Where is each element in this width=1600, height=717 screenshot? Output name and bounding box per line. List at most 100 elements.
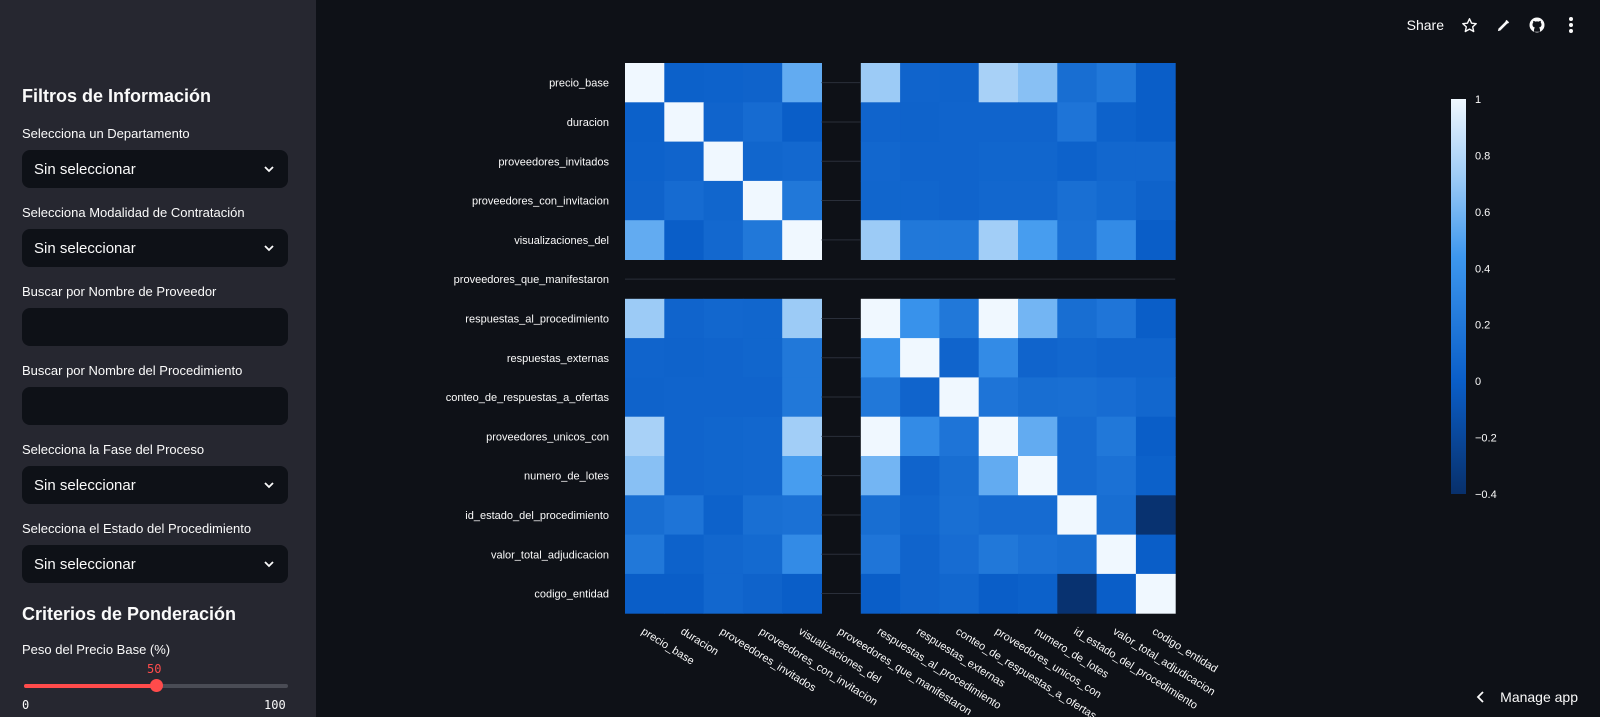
procedimiento-search-input[interactable] [22,387,288,425]
fase-select[interactable]: Sin seleccionar [22,466,288,504]
heatmap-cell [860,573,901,614]
heatmap-cell [782,416,822,457]
y-tick-label: codigo_entidad [534,589,609,601]
heatmap-cell [782,495,822,536]
heatmap-cell [978,377,1019,418]
proveedor-label: Buscar por Nombre de Proveedor [22,284,217,299]
heatmap-cell [664,141,705,182]
heatmap-cell [860,495,901,536]
heatmap-cell [625,220,665,260]
heatmap-cell [782,220,822,260]
heatmap-cell [978,534,1019,575]
heatmap-cell [860,180,901,221]
heatmap-cell [1135,534,1176,575]
heatmap-cell [1018,298,1058,339]
heatmap-cell [939,220,980,260]
y-tick-label: duracion [567,117,609,129]
departamento-select[interactable]: Sin seleccionar [22,150,288,188]
heatmap-cell [939,102,980,143]
heatmap-cell [900,534,940,575]
modalidad-label: Selecciona Modalidad de Contratación [22,205,245,220]
heatmap-cell [625,534,665,575]
heatmap-cell [782,63,822,103]
heatmap-cell [664,416,705,457]
heatmap-cell [625,377,665,418]
pencil-icon[interactable] [1494,16,1512,34]
heatmap-cell [703,534,744,575]
colorbar-tick-label: 0.4 [1475,263,1490,275]
heatmap-cell [978,573,1019,614]
heatmap-cell [978,338,1019,378]
heatmap-cell [664,180,705,221]
modalidad-select[interactable]: Sin seleccionar [22,229,288,267]
heatmap-cell [1096,416,1137,457]
heatmap-cell [1018,456,1058,496]
heatmap-cell [860,338,901,378]
colorbar-tick-label: −0.4 [1475,489,1497,501]
github-icon[interactable] [1528,16,1546,34]
heatmap-cell [703,416,744,457]
heatmap-cell [939,180,980,221]
peso-label: Peso del Precio Base (%) [22,642,171,657]
manage-app-button[interactable]: Manage app [1476,689,1578,705]
heatmap-cell [900,416,940,457]
heatmap-cell [742,180,783,221]
heatmap-cell [1096,180,1137,221]
peso-slider-min: 0 [22,698,30,712]
star-icon[interactable] [1460,16,1478,34]
colorbar-tick-label: 0.8 [1475,150,1490,162]
heatmap-cell [742,298,783,339]
heatmap-cell [782,298,822,339]
heatmap-cell [664,377,705,418]
colorbar [1451,99,1466,494]
heatmap-cell [939,456,980,496]
heatmap-cell [1096,298,1137,339]
colorbar-tick-label: 0 [1475,376,1481,388]
peso-slider-fill [24,684,156,688]
manage-app-label: Manage app [1500,689,1578,705]
heatmap-cell [939,338,980,378]
heatmap-cell [1096,495,1137,536]
criteria-title: Criterios de Ponderación [22,604,237,624]
heatmap-cell [860,377,901,418]
heatmap-cell [703,63,744,103]
heatmap-cell [860,298,901,339]
heatmap-cell [1135,456,1176,496]
heatmap-cell [664,63,705,103]
proveedor-search-input[interactable] [22,308,288,346]
heatmap-cell [900,377,940,418]
heatmap-cell [625,456,665,496]
heatmap-cell [1096,220,1137,260]
heatmap-cell [1057,141,1098,182]
y-tick-label: precio_base [549,78,609,90]
heatmap-cell [1018,495,1058,536]
peso-slider-value: 50 [147,662,162,676]
correlation-heatmap: precio_base duracion proveedores_invitados… [446,63,1497,717]
heatmap-cell [978,220,1019,260]
heatmap-cell [1135,377,1176,418]
chevron-down-icon [264,166,274,173]
peso-slider-max: 100 [264,698,286,712]
heatmap-cell [978,180,1019,221]
heatmap-cell [900,220,940,260]
heatmap-cell [742,377,783,418]
kebab-menu-icon[interactable] [1562,16,1580,34]
heatmap-cell [782,338,822,378]
share-button[interactable]: Share [1406,17,1444,33]
heatmap-cell [703,338,744,378]
heatmap-cell [900,180,940,221]
heatmap-cell [1057,534,1098,575]
peso-slider-thumb[interactable] [150,679,163,692]
estado-select[interactable]: Sin seleccionar [22,545,288,583]
heatmap-cell [1135,102,1176,143]
heatmap-cell [978,456,1019,496]
heatmap-cell [1135,141,1176,182]
y-tick-label: proveedores_invitados [498,156,609,168]
y-tick-label: id_estado_del_procedimiento [465,510,609,522]
heatmap-cell [900,338,940,378]
heatmap-cell [664,220,705,260]
heatmap-cell [1135,220,1176,260]
fase-label: Selecciona la Fase del Proceso [22,442,205,457]
heatmap-cell [664,534,705,575]
heatmap-cell [1018,377,1058,418]
